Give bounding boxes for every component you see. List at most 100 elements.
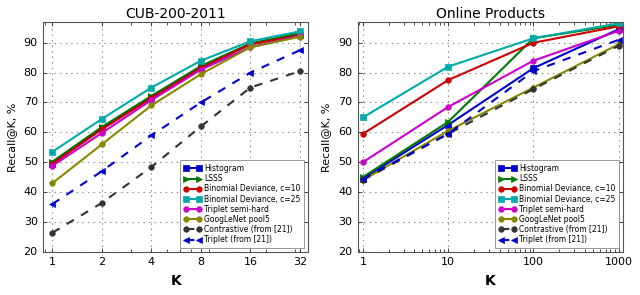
Triplet semi-hard <box>98 131 106 135</box>
Title: CUB-200-2011: CUB-200-2011 <box>125 7 226 21</box>
Line: Triplet semi-hard: Triplet semi-hard <box>50 33 303 168</box>
LSSS <box>148 94 156 98</box>
Triplet semi-hard <box>49 164 56 168</box>
Line: LSSS: LSSS <box>50 30 303 164</box>
Binomial Deviance, c=25 <box>444 65 452 68</box>
LSSS <box>197 64 205 68</box>
Line: Triplet (from [21]): Triplet (from [21]) <box>360 37 621 181</box>
Legend: Histogram, LSSS, Binomial Deviance, c=10, Binomial Deviance, c=25, Triplet semi-: Histogram, LSSS, Binomial Deviance, c=10… <box>495 160 619 248</box>
Line: Histogram: Histogram <box>360 27 621 181</box>
Binomial Deviance, c=10 <box>49 162 56 165</box>
Line: Binomial Deviance, c=10: Binomial Deviance, c=10 <box>50 32 303 166</box>
Triplet semi-hard <box>359 160 367 164</box>
Histogram <box>529 66 537 70</box>
Triplet (from [21]) <box>98 169 106 173</box>
Triplet (from [21]) <box>148 134 156 137</box>
X-axis label: K: K <box>170 274 181 288</box>
Triplet semi-hard <box>444 105 452 109</box>
Triplet semi-hard <box>246 45 254 49</box>
Title: Online Products: Online Products <box>436 7 545 21</box>
Triplet (from [21]) <box>529 69 537 73</box>
LSSS <box>529 37 537 40</box>
Binomial Deviance, c=10 <box>296 34 304 37</box>
GoogLeNet pool5 <box>148 104 156 107</box>
GoogLeNet pool5 <box>49 181 56 185</box>
Histogram <box>296 33 304 37</box>
Binomial Deviance, c=25 <box>615 22 623 25</box>
Binomial Deviance, c=10 <box>444 78 452 82</box>
LSSS <box>49 160 56 163</box>
Line: Binomial Deviance, c=10: Binomial Deviance, c=10 <box>360 24 621 137</box>
Binomial Deviance, c=10 <box>359 132 367 136</box>
Triplet (from [21]) <box>615 38 623 42</box>
Triplet (from [21]) <box>296 48 304 52</box>
Histogram <box>444 123 452 127</box>
Line: GoogLeNet pool5: GoogLeNet pool5 <box>360 42 621 183</box>
Histogram <box>615 27 623 31</box>
Contrastive (from [21]) <box>246 86 254 89</box>
Binomial Deviance, c=25 <box>529 37 537 40</box>
GoogLeNet pool5 <box>98 142 106 146</box>
Contrastive (from [21]) <box>444 132 452 136</box>
Triplet semi-hard <box>148 98 156 102</box>
Histogram <box>197 66 205 70</box>
Line: Triplet (from [21]): Triplet (from [21]) <box>50 47 303 207</box>
Contrastive (from [21]) <box>49 231 56 235</box>
Triplet semi-hard <box>615 29 623 32</box>
Y-axis label: Recall@K, %: Recall@K, % <box>321 102 332 171</box>
LSSS <box>246 42 254 45</box>
GoogLeNet pool5 <box>359 178 367 182</box>
Triplet (from [21]) <box>359 177 367 181</box>
Triplet semi-hard <box>197 68 205 71</box>
Triplet (from [21]) <box>246 71 254 74</box>
Contrastive (from [21]) <box>148 165 156 169</box>
Binomial Deviance, c=10 <box>246 42 254 46</box>
Triplet (from [21]) <box>49 202 56 206</box>
Line: Histogram: Histogram <box>50 32 303 166</box>
LSSS <box>444 120 452 124</box>
Triplet semi-hard <box>296 34 304 38</box>
Contrastive (from [21]) <box>197 124 205 128</box>
GoogLeNet pool5 <box>615 42 623 46</box>
GoogLeNet pool5 <box>529 86 537 89</box>
Binomial Deviance, c=25 <box>246 40 254 43</box>
GoogLeNet pool5 <box>246 45 254 49</box>
Binomial Deviance, c=10 <box>148 96 156 100</box>
Binomial Deviance, c=10 <box>529 41 537 45</box>
Histogram <box>148 96 156 100</box>
X-axis label: K: K <box>485 274 496 288</box>
Contrastive (from [21]) <box>359 178 367 182</box>
Histogram <box>98 126 106 130</box>
Binomial Deviance, c=25 <box>148 86 156 89</box>
Binomial Deviance, c=25 <box>296 30 304 33</box>
GoogLeNet pool5 <box>444 129 452 133</box>
LSSS <box>359 176 367 179</box>
GoogLeNet pool5 <box>296 35 304 39</box>
Legend: Histogram, LSSS, Binomial Deviance, c=10, Binomial Deviance, c=25, Triplet semi-: Histogram, LSSS, Binomial Deviance, c=10… <box>180 160 304 248</box>
Binomial Deviance, c=25 <box>359 116 367 119</box>
LSSS <box>296 31 304 35</box>
Binomial Deviance, c=10 <box>615 24 623 28</box>
Triplet (from [21]) <box>197 101 205 104</box>
Histogram <box>49 162 56 165</box>
Line: Binomial Deviance, c=25: Binomial Deviance, c=25 <box>360 21 621 120</box>
Binomial Deviance, c=25 <box>49 150 56 153</box>
Line: LSSS: LSSS <box>360 22 621 180</box>
Histogram <box>246 42 254 46</box>
Binomial Deviance, c=10 <box>197 66 205 70</box>
Triplet (from [21]) <box>444 132 452 136</box>
GoogLeNet pool5 <box>197 72 205 76</box>
Line: Binomial Deviance, c=25: Binomial Deviance, c=25 <box>50 29 303 155</box>
Histogram <box>359 177 367 181</box>
Line: Triplet semi-hard: Triplet semi-hard <box>360 28 621 165</box>
Binomial Deviance, c=25 <box>98 117 106 121</box>
Line: Contrastive (from [21]): Contrastive (from [21]) <box>50 68 303 235</box>
Triplet semi-hard <box>529 59 537 63</box>
LSSS <box>615 23 623 27</box>
Contrastive (from [21]) <box>529 87 537 91</box>
Y-axis label: Recall@K, %: Recall@K, % <box>6 102 17 171</box>
Line: GoogLeNet pool5: GoogLeNet pool5 <box>50 34 303 186</box>
Contrastive (from [21]) <box>615 44 623 47</box>
Binomial Deviance, c=25 <box>197 59 205 63</box>
LSSS <box>98 125 106 129</box>
